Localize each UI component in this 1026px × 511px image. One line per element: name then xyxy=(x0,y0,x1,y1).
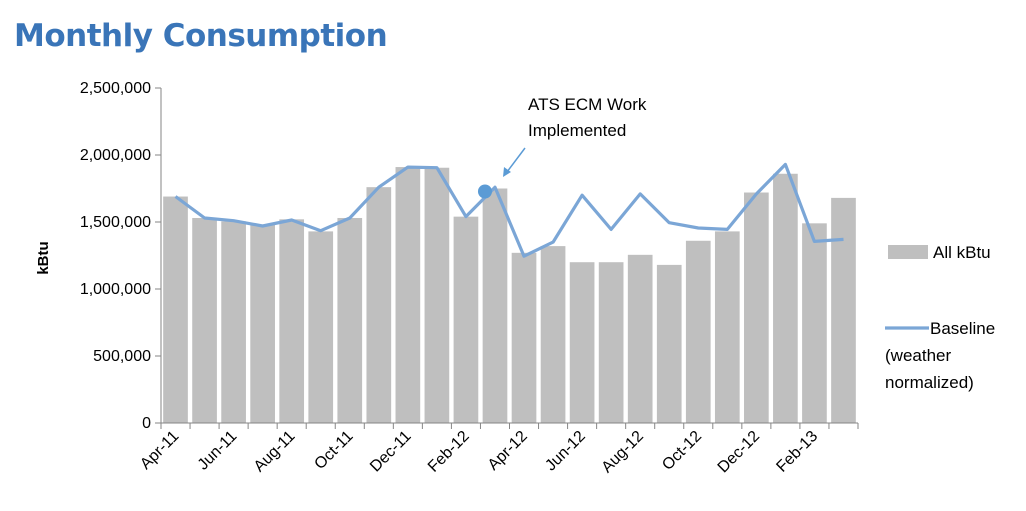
x-tick-label: Aug-11 xyxy=(251,428,299,476)
y-tick-label: 0 xyxy=(142,415,151,432)
legend-line-label: Baseline xyxy=(930,319,995,338)
bar xyxy=(163,196,188,423)
bar xyxy=(627,254,653,423)
bar xyxy=(744,192,769,423)
bar xyxy=(482,188,508,423)
annotation: ATS ECM Work Implemented xyxy=(477,95,647,199)
x-tick-label: Dec-12 xyxy=(715,428,764,477)
bar xyxy=(598,262,624,423)
bar-series-all-kbtu xyxy=(163,167,856,423)
bar xyxy=(337,217,363,423)
bar xyxy=(395,167,421,423)
bar xyxy=(773,173,798,423)
annotation-marker xyxy=(477,184,492,199)
bar xyxy=(279,219,305,423)
bar xyxy=(250,224,275,423)
x-tick-label: Oct-11 xyxy=(311,428,356,473)
annotation-arrow xyxy=(506,147,526,173)
bar xyxy=(714,231,740,423)
x-tick-label: Jun-11 xyxy=(195,428,241,474)
x-tick-label: Jun-12 xyxy=(542,428,589,475)
y-tick-label: 2,500,000 xyxy=(80,80,151,97)
x-tick-label: Feb-12 xyxy=(425,428,473,476)
bar xyxy=(802,223,827,423)
y-axis-title: kBtu xyxy=(35,241,52,274)
legend-line-label-cont: (weather xyxy=(885,346,951,365)
y-tick-label: 500,000 xyxy=(93,348,151,365)
chart-title: Monthly Consumption xyxy=(14,18,388,54)
bar xyxy=(831,197,856,423)
y-tick-label: 1,500,000 xyxy=(80,214,151,231)
bar xyxy=(192,217,217,423)
baseline-line xyxy=(174,162,844,258)
y-tick-label: 2,000,000 xyxy=(80,147,151,164)
annotation-line-2: Implemented xyxy=(528,121,626,140)
bar xyxy=(511,252,537,423)
x-tick-label: Feb-13 xyxy=(773,428,821,476)
y-axis: 0 500,000 1,000,000 1,500,000 2,000,000 2,500… xyxy=(80,80,162,432)
bar xyxy=(221,221,246,423)
bar xyxy=(424,167,450,423)
x-axis: Apr-11 Jun-11 Aug-11 Oct-11 Dec-11 Feb-12 Apr-… xyxy=(137,422,859,477)
annotation-line-1: ATS ECM Work xyxy=(528,95,647,114)
x-tick-label: Oct-12 xyxy=(659,428,705,474)
legend-line-label-cont: normalized) xyxy=(885,373,974,392)
legend: All kBtu Baseline (weather normalized) xyxy=(885,243,995,392)
legend-bar-label: All kBtu xyxy=(933,243,991,262)
annotation-arrowhead xyxy=(503,167,511,177)
x-tick-label: Apr-12 xyxy=(485,428,531,474)
x-tick-label: Dec-11 xyxy=(367,428,415,476)
bar xyxy=(366,187,392,423)
x-tick-label: Aug-12 xyxy=(599,428,648,477)
bar xyxy=(308,231,334,423)
bar xyxy=(656,264,682,423)
bar xyxy=(685,240,711,423)
bar xyxy=(569,262,595,423)
x-tick-label: Apr-11 xyxy=(137,428,182,473)
bar xyxy=(540,246,566,423)
bar xyxy=(453,216,479,423)
y-tick-label: 1,000,000 xyxy=(80,281,151,298)
legend-bar-swatch xyxy=(888,245,928,259)
line-series-baseline xyxy=(174,162,844,258)
